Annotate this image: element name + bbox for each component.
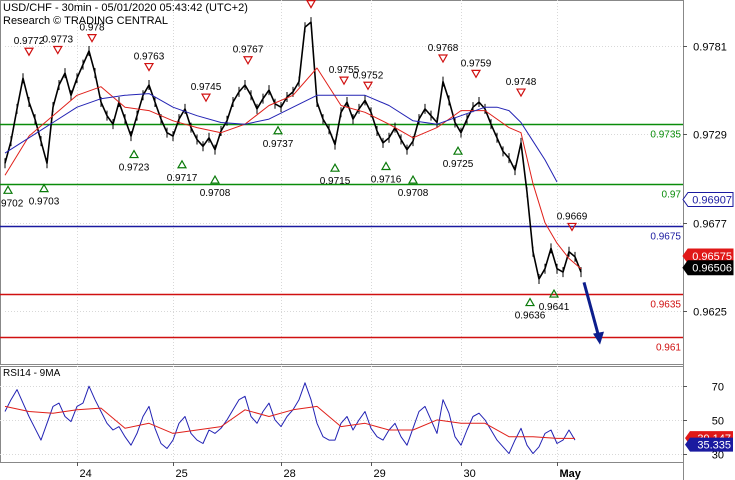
high-marker xyxy=(437,54,449,64)
rsi-panel: 70503039.14735.335 xyxy=(0,382,733,462)
rsi-axis-label: 30 xyxy=(712,450,724,462)
x-tick-label: May xyxy=(560,468,582,480)
projection-arrow-shaft xyxy=(582,281,601,338)
level-label-resistance: 0.961 xyxy=(656,343,681,354)
low-marker-label: 0.9737 xyxy=(263,139,294,150)
low-marker xyxy=(329,162,341,172)
high-marker-label: 0.9669 xyxy=(557,211,588,222)
high-marker xyxy=(566,222,578,232)
price-tag-blue xyxy=(682,192,734,208)
low-marker xyxy=(380,161,392,171)
low-marker-label: 0.9641 xyxy=(539,302,570,313)
low-marker-label: 0.9725 xyxy=(443,159,474,170)
low-marker-label: 0.9636 xyxy=(515,311,546,322)
level-label-pivot: 0.9675 xyxy=(650,232,681,243)
x-tick-label: 25 xyxy=(176,468,188,480)
high-marker xyxy=(200,93,212,103)
high-marker-label: 0.9763 xyxy=(134,52,165,63)
rsi-axis-label: 70 xyxy=(712,382,724,394)
low-marker-label: 0.9708 xyxy=(398,188,429,199)
price-tag-label: 0.96907 xyxy=(692,195,732,207)
high-marker-label: 0.9752 xyxy=(353,70,384,81)
low-marker xyxy=(176,159,188,169)
high-marker-label: 0.9755 xyxy=(329,65,360,76)
low-marker-label: 0.9723 xyxy=(119,163,150,174)
high-marker xyxy=(143,62,155,72)
low-marker xyxy=(128,149,140,159)
series-rsi xyxy=(4,382,576,455)
chart-frame xyxy=(0,0,684,480)
rsi-panel-title: RSI14 - 9MA xyxy=(3,368,61,379)
high-marker-label: 0.9748 xyxy=(506,77,537,88)
low-marker-label: 0.9708 xyxy=(200,188,231,199)
x-tick-label: 24 xyxy=(80,468,92,480)
low-marker-label: 0.9717 xyxy=(167,173,198,184)
low-marker-label: 0.9703 xyxy=(29,197,60,208)
rsi-tag-blue xyxy=(685,437,733,452)
high-marker xyxy=(242,56,254,65)
high-marker xyxy=(362,81,374,91)
low-marker-label: 0.9715 xyxy=(320,176,351,187)
key-levels: 0.9735 0.97 0.9675 0.9635 0.961 xyxy=(0,123,683,354)
series-rsi_ma xyxy=(4,405,575,439)
price-tag-label: 0.96506 xyxy=(692,263,732,275)
time-axis: 24 25 28 29 30 May xyxy=(77,462,582,480)
low-marker xyxy=(452,145,464,155)
series-ma_slow xyxy=(4,93,558,183)
price-axis-label: 0.9781 xyxy=(693,42,727,54)
level-label-resistance: 0.9635 xyxy=(650,300,681,311)
high-marker-label: 0.9745 xyxy=(191,82,222,93)
high-marker-label: 0.9773 xyxy=(43,35,74,46)
high-marker-label: 0.9768 xyxy=(428,43,459,54)
low-marker xyxy=(38,183,50,193)
low-marker xyxy=(548,288,560,298)
level-label-support: 0.97 xyxy=(662,190,682,201)
low-marker xyxy=(407,174,419,184)
price-axis-label: 0.9677 xyxy=(693,219,727,231)
x-tick-label: 28 xyxy=(284,468,296,480)
chart-header-source: Research © TRADING CENTRAL xyxy=(3,15,168,27)
high-marker xyxy=(23,47,35,57)
high-marker-label: 0.9772 xyxy=(14,36,45,47)
rsi-axis-label: 50 xyxy=(712,416,724,428)
high-marker-label: 0.9759 xyxy=(461,58,492,69)
rsi-tag-label: 35.335 xyxy=(697,440,731,452)
high-marker xyxy=(52,45,63,55)
low-marker xyxy=(524,297,536,307)
low-marker xyxy=(209,174,221,184)
high-marker xyxy=(470,69,482,79)
projection-arrow-head xyxy=(593,331,604,345)
chart-header-title: USD/CHF - 30min - 05/01/2020 05:43:42 (U… xyxy=(3,2,248,14)
high-marker xyxy=(305,0,317,9)
high-marker xyxy=(515,88,527,98)
price-tag-label: 0.96575 xyxy=(692,251,732,263)
level-label-support: 0.9735 xyxy=(650,130,681,141)
high-marker xyxy=(338,76,350,86)
high-marker xyxy=(86,34,98,43)
x-tick-label: 29 xyxy=(374,468,386,480)
price-axis-label: 0.9729 xyxy=(693,130,727,142)
series-ma_fast xyxy=(4,67,582,270)
x-tick-label: 30 xyxy=(464,468,476,480)
high-marker-label: 0.9767 xyxy=(233,45,264,56)
low-marker xyxy=(272,125,284,135)
price-axis: 0.9781 0.9729 0.9677 0.9625 0.96907 0.965750.… xyxy=(682,42,734,319)
low-marker-label: 0.9716 xyxy=(371,174,402,185)
low-marker xyxy=(2,185,14,194)
high-marker-label: 0.978 xyxy=(79,23,104,34)
price-axis-label: 0.9625 xyxy=(693,307,727,319)
price-series xyxy=(4,17,604,345)
series-price xyxy=(4,21,582,280)
price-tag-black xyxy=(682,260,734,276)
low-marker-label: 0.9702 xyxy=(0,198,24,209)
